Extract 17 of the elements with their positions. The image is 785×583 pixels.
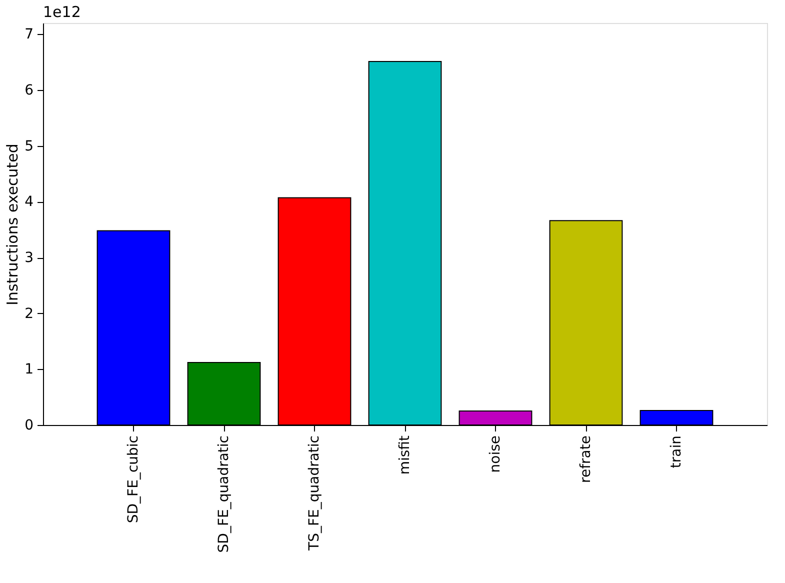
y-tick-label: 4: [24, 194, 34, 210]
x-tick-label: train: [668, 436, 684, 468]
x-tick-label: TS_FE_quadratic: [306, 436, 322, 552]
text: 1e12: [43, 3, 81, 21]
x-tick-label: noise: [488, 436, 504, 473]
y-tick-label: 6: [24, 82, 34, 98]
y-tick-label: 1: [24, 362, 34, 378]
y-tick-label: 3: [24, 250, 34, 266]
x-tick-label: refrate: [578, 436, 594, 483]
y-tick-label: 7: [24, 26, 34, 43]
y-tick-label: 2: [24, 306, 34, 322]
x-tick-label: SD_FE_quadratic: [216, 436, 232, 553]
x-tick-label: misfit: [397, 435, 413, 475]
x-tick-label: SD_FE_cubic: [126, 436, 142, 524]
y-axis-title: Instructions executed: [4, 144, 22, 306]
y-tick-label: 0: [24, 418, 34, 434]
y-tick-label: 5: [24, 138, 34, 154]
